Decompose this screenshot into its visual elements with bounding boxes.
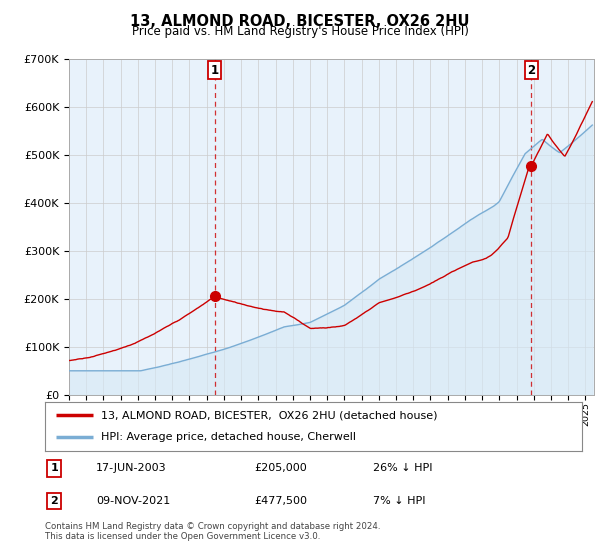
Text: 1: 1 (50, 464, 58, 473)
Text: 1: 1 (211, 64, 218, 77)
Text: HPI: Average price, detached house, Cherwell: HPI: Average price, detached house, Cher… (101, 432, 356, 442)
Text: 2: 2 (50, 496, 58, 506)
Text: Contains HM Land Registry data © Crown copyright and database right 2024.
This d: Contains HM Land Registry data © Crown c… (45, 522, 380, 542)
Text: 09-NOV-2021: 09-NOV-2021 (96, 496, 170, 506)
Text: 7% ↓ HPI: 7% ↓ HPI (373, 496, 425, 506)
Text: 26% ↓ HPI: 26% ↓ HPI (373, 464, 432, 473)
Text: Price paid vs. HM Land Registry's House Price Index (HPI): Price paid vs. HM Land Registry's House … (131, 25, 469, 38)
Text: £477,500: £477,500 (254, 496, 307, 506)
Text: 13, ALMOND ROAD, BICESTER,  OX26 2HU (detached house): 13, ALMOND ROAD, BICESTER, OX26 2HU (det… (101, 410, 438, 421)
Text: 17-JUN-2003: 17-JUN-2003 (96, 464, 167, 473)
Text: £205,000: £205,000 (254, 464, 307, 473)
Text: 2: 2 (527, 64, 535, 77)
Text: 13, ALMOND ROAD, BICESTER, OX26 2HU: 13, ALMOND ROAD, BICESTER, OX26 2HU (130, 14, 470, 29)
